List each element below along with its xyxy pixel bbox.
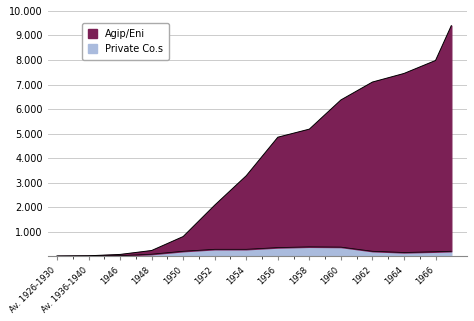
Legend: Agip/Eni, Private Co.s: Agip/Eni, Private Co.s	[82, 23, 169, 60]
